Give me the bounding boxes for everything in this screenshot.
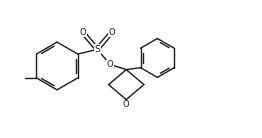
Text: O: O: [107, 60, 113, 69]
Text: O: O: [80, 28, 86, 37]
Text: O: O: [108, 28, 115, 37]
Text: S: S: [94, 45, 100, 54]
Text: O: O: [123, 100, 130, 109]
